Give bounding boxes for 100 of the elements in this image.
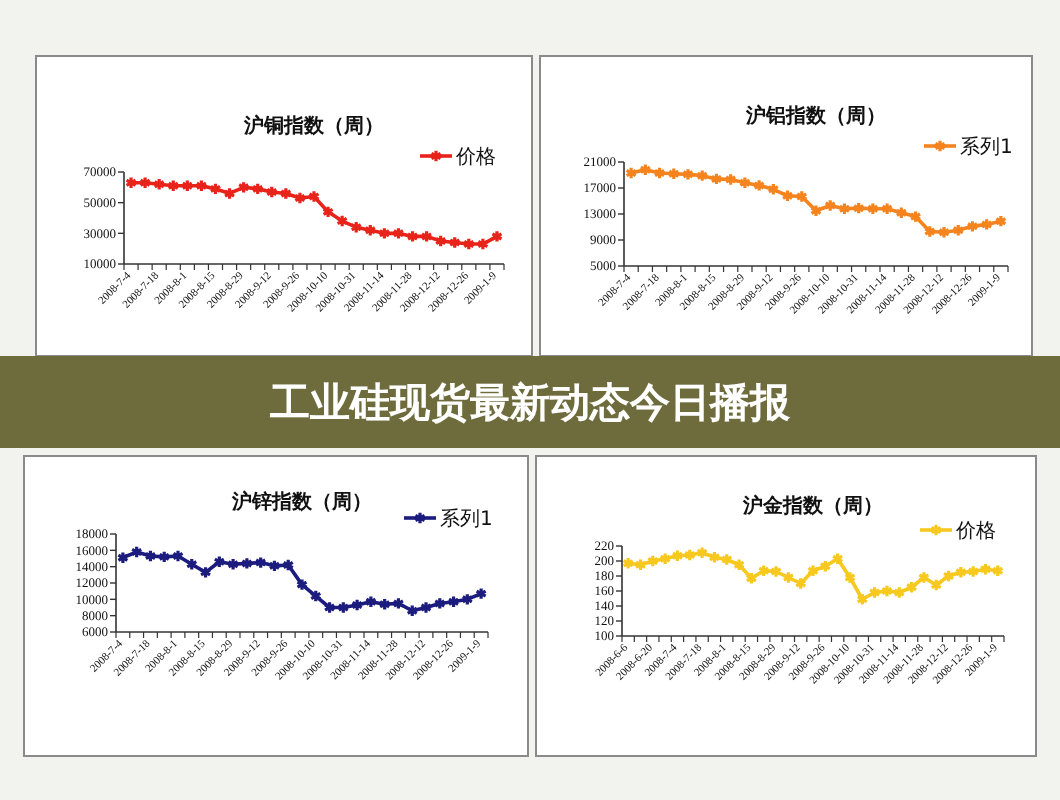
point [838,202,851,216]
point [683,548,696,562]
point [213,554,226,569]
point [447,594,460,609]
text: 工业硅现货最新动态今日播报 [268,378,792,426]
legend-label: 系列1 [440,507,493,531]
point [782,570,795,585]
point [378,597,391,612]
point [745,571,758,586]
point [868,585,881,600]
legend-label: 价格 [954,519,996,543]
point [909,209,922,224]
point [824,198,837,213]
point [254,555,267,570]
point [307,189,321,204]
point [209,182,222,196]
point [843,570,857,585]
point [237,180,250,195]
point [364,594,377,609]
point [653,166,666,180]
point [295,577,309,592]
point [223,186,236,201]
point [420,229,433,244]
point [794,576,807,591]
point [753,178,766,193]
point [434,234,447,248]
point [866,202,879,216]
point [720,552,733,567]
point [167,179,180,193]
point [351,598,364,612]
point [199,565,212,580]
point [227,557,240,572]
point [279,186,292,201]
point [819,559,832,574]
point [392,226,405,241]
point [952,223,965,238]
point [930,578,943,592]
legend-label: 价格 [454,145,496,169]
point [195,179,208,193]
point [265,185,278,199]
point [448,235,461,250]
point [268,559,281,573]
point [309,589,322,603]
point [378,226,391,241]
point [158,550,171,564]
point [967,564,980,579]
point [240,556,253,571]
point [462,237,475,251]
point [856,592,869,607]
point [696,168,709,183]
point [406,229,419,244]
point [681,167,695,182]
point [923,224,936,239]
point [937,225,951,239]
point [364,223,377,238]
point [710,172,723,186]
point [139,175,152,190]
point [880,584,894,598]
point [336,214,349,228]
chart-title: 沪金指数（周） [741,494,883,518]
point [406,603,419,618]
point [966,219,979,234]
point [634,557,647,572]
point [708,550,721,565]
point [130,545,143,559]
point [905,580,918,595]
point [954,565,967,580]
point [917,570,931,585]
point [337,600,350,615]
point [282,558,295,572]
point [695,545,709,560]
point [323,600,336,615]
point [831,551,844,566]
point [251,182,264,196]
point [893,585,906,600]
point [895,205,908,220]
point [646,554,659,568]
point [980,217,993,232]
point [881,202,894,216]
point [769,564,783,579]
point [809,203,823,218]
point [476,237,489,251]
point [806,563,820,578]
point [185,557,198,572]
point [781,189,794,203]
point [667,166,680,181]
point [433,596,446,611]
point [392,596,405,611]
point [732,557,746,572]
point [942,569,955,583]
point [738,176,751,190]
legend-label: 系列1 [960,135,1013,159]
point [461,592,474,607]
point [350,220,363,234]
point [419,600,433,615]
point [852,201,865,215]
point [795,189,808,204]
chart-title: 沪铜指数（周） [242,114,384,138]
point [757,563,770,578]
point [171,549,185,563]
